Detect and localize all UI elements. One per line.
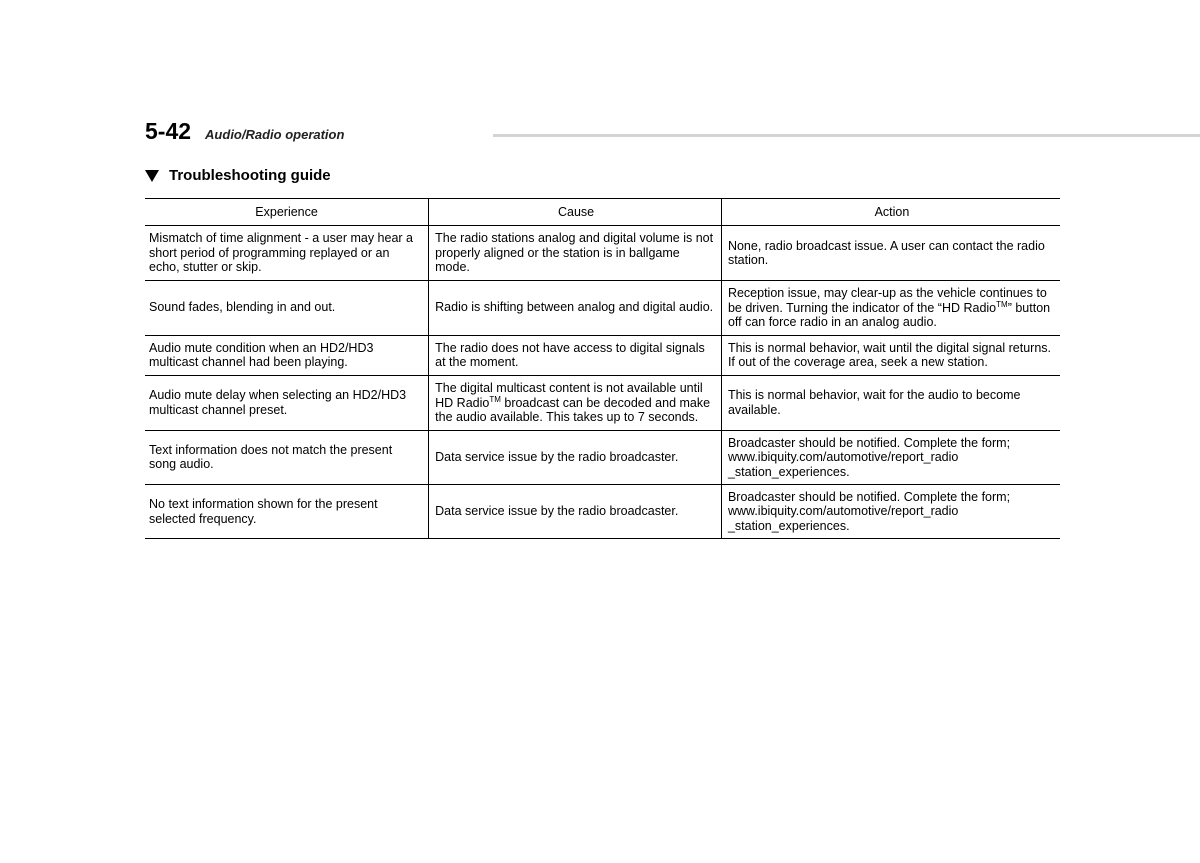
cell-action: This is normal behavior, wait until the … bbox=[721, 335, 1060, 375]
col-header-experience: Experience bbox=[145, 199, 429, 226]
table-header: Experience Cause Action bbox=[145, 199, 1060, 226]
cell-cause: The radio does not have access to digita… bbox=[429, 335, 722, 375]
cell-action: Broadcaster should be notified. Complete… bbox=[721, 430, 1060, 484]
cell-cause: The digital multicast content is not ava… bbox=[429, 375, 722, 430]
cell-action: This is normal behavior, wait for the au… bbox=[721, 375, 1060, 430]
cell-action: Reception issue, may clear-up as the veh… bbox=[721, 280, 1060, 335]
page-header: 5-42 Audio/Radio operation bbox=[145, 118, 1060, 145]
cell-experience: Audio mute delay when selecting an HD2/H… bbox=[145, 375, 429, 430]
header-rule bbox=[493, 134, 1200, 137]
col-header-action: Action bbox=[721, 199, 1060, 226]
table-row: Mismatch of time alignment - a user may … bbox=[145, 226, 1060, 280]
col-header-cause: Cause bbox=[429, 199, 722, 226]
table-row: Text information does not match the pres… bbox=[145, 430, 1060, 484]
table-body: Mismatch of time alignment - a user may … bbox=[145, 226, 1060, 539]
header-subtitle: Audio/Radio operation bbox=[205, 127, 344, 142]
cell-action: Broadcaster should be notified. Complete… bbox=[721, 484, 1060, 538]
table-row: Audio mute condition when an HD2/HD3 mul… bbox=[145, 335, 1060, 375]
cell-experience: Audio mute condition when an HD2/HD3 mul… bbox=[145, 335, 429, 375]
section-heading: Troubleshooting guide bbox=[145, 167, 1060, 184]
cell-experience: Sound fades, blending in and out. bbox=[145, 280, 429, 335]
section-title: Troubleshooting guide bbox=[169, 167, 331, 184]
cell-experience: Mismatch of time alignment - a user may … bbox=[145, 226, 429, 280]
table-row: No text information shown for the presen… bbox=[145, 484, 1060, 538]
cell-experience: No text information shown for the presen… bbox=[145, 484, 429, 538]
cell-cause: The radio stations analog and digital vo… bbox=[429, 226, 722, 280]
cell-cause: Radio is shifting between analog and dig… bbox=[429, 280, 722, 335]
table-row: Audio mute delay when selecting an HD2/H… bbox=[145, 375, 1060, 430]
cell-action: None, radio broadcast issue. A user can … bbox=[721, 226, 1060, 280]
cell-cause: Data service issue by the radio broadcas… bbox=[429, 484, 722, 538]
down-triangle-icon bbox=[145, 170, 159, 182]
page-container: 5-42 Audio/Radio operation Troubleshooti… bbox=[0, 0, 1200, 539]
page-number: 5-42 bbox=[145, 118, 191, 145]
cell-cause: Data service issue by the radio broadcas… bbox=[429, 430, 722, 484]
cell-experience: Text information does not match the pres… bbox=[145, 430, 429, 484]
table-header-row: Experience Cause Action bbox=[145, 199, 1060, 226]
table-row: Sound fades, blending in and out. Radio … bbox=[145, 280, 1060, 335]
troubleshooting-table: Experience Cause Action Mismatch of time… bbox=[145, 198, 1060, 539]
